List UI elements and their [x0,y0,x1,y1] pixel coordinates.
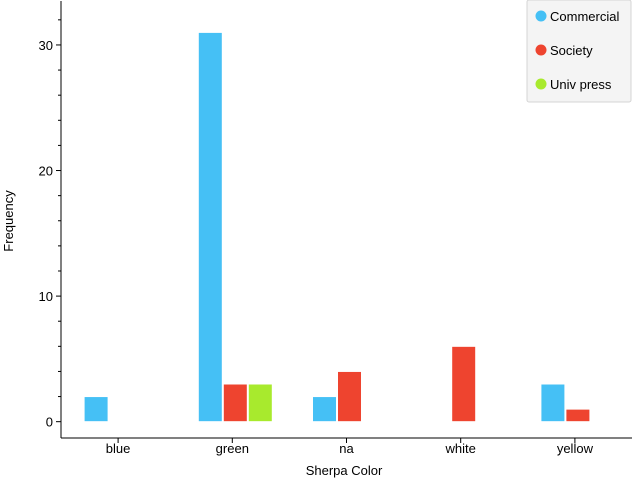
y-tick-label: 0 [46,415,53,430]
bar-society-green [222,383,248,423]
y-tick-label: 30 [39,38,53,53]
y-tick-label: 10 [39,289,53,304]
bar-commercial-yellow [540,383,566,423]
bar-univ-press-green [247,383,273,423]
labels: Sherpa Color Frequency 0 10 20 30 blue green n… [1,38,594,478]
x-tick-label: blue [106,441,131,456]
x-tick-label: green [216,441,249,456]
legend-marker [535,10,547,22]
legend-marker [535,44,547,56]
x-tick-label: yellow [557,441,594,456]
x-tick-label: white [445,441,476,456]
legend-box [526,0,632,103]
bar-society-yellow [565,408,591,423]
legend-label: Society [550,43,593,58]
bar-society-na [337,370,362,423]
axes [56,1,632,443]
legend: Commercial Society Univ press [526,0,632,103]
bar-commercial-green [197,31,223,423]
x-tick-label: na [339,441,354,456]
legend-label: Univ press [550,77,612,92]
bar-society-white [451,345,477,423]
bars [83,31,591,423]
y-tick-label: 20 [39,164,53,179]
bar-commercial-na [312,396,337,423]
legend-label: Commercial [550,9,619,24]
x-axis-title: Sherpa Color [306,463,383,478]
y-axis-title: Frequency [1,190,16,252]
legend-marker [535,78,547,90]
bar-commercial-blue [83,396,109,423]
